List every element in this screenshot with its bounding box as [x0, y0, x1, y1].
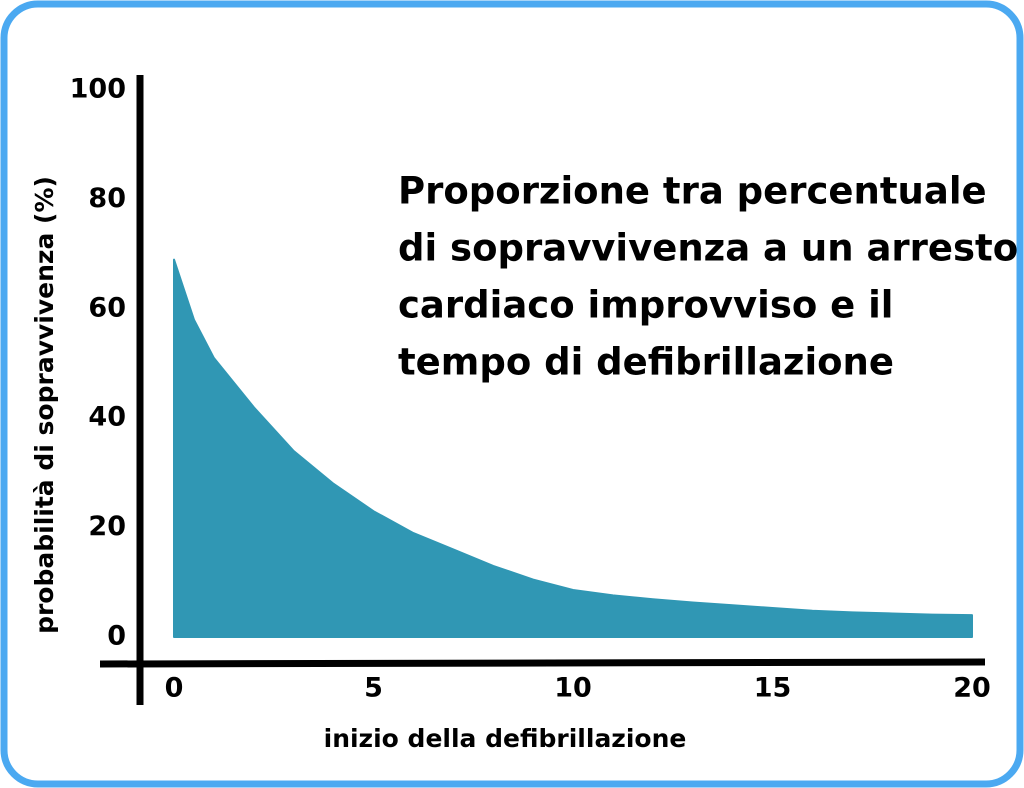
- y-tick-label: 80: [88, 183, 126, 214]
- chart-title: Proporzione tra percentuale: [398, 170, 987, 213]
- chart-title: di sopravvivenza a un arresto: [398, 227, 1018, 270]
- plot-area: [173, 258, 973, 638]
- x-axis-label: inizio della defibrillazione: [324, 724, 687, 753]
- y-tick-label: 20: [88, 511, 126, 542]
- x-tick-label: 5: [364, 673, 383, 704]
- y-tick-label: 100: [70, 74, 126, 105]
- y-tick-label: 0: [107, 621, 126, 652]
- y-axis-label: probabilità di sopravvivenza (%): [30, 176, 59, 634]
- x-tick-label: 0: [165, 673, 184, 704]
- x-axis: [99, 658, 986, 668]
- y-tick-label: 40: [88, 402, 126, 433]
- area: [173, 258, 973, 638]
- y-tick-label: 60: [88, 292, 126, 323]
- x-tick-label: 20: [953, 673, 991, 704]
- x-tick-label: 10: [554, 673, 592, 704]
- x-tick-label: 15: [754, 673, 792, 704]
- chart-title: cardiaco improvviso e il: [398, 284, 894, 327]
- chart-title: tempo di defibrillazione: [398, 341, 894, 384]
